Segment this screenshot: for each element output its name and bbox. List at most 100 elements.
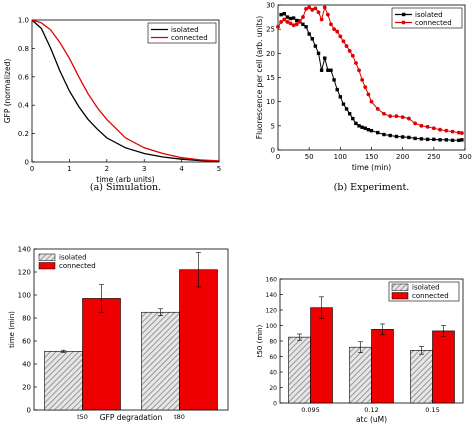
y-axis-label: Fluorescence per cell (arb. units) bbox=[255, 16, 264, 139]
data-point-connected bbox=[344, 44, 349, 48]
data-point-connected bbox=[400, 115, 405, 120]
x-tick-label: 100 bbox=[334, 153, 347, 161]
x-axis-label: GFP degradation bbox=[100, 413, 163, 422]
legend-swatch-connected bbox=[38, 262, 56, 270]
data-point-isolated bbox=[413, 136, 417, 141]
data-point-isolated bbox=[316, 51, 321, 56]
x-axis-label: time (arb units) bbox=[96, 175, 155, 184]
data-point-isolated bbox=[351, 116, 355, 121]
x-tick-label: 0 bbox=[276, 153, 280, 161]
data-point-isolated bbox=[354, 121, 358, 126]
x-tick-label: 0 bbox=[30, 165, 34, 173]
y-tick-label: 120 bbox=[266, 308, 278, 315]
data-point-isolated bbox=[366, 128, 371, 132]
legend-marker-connected bbox=[401, 20, 406, 25]
y-tick-label: 60 bbox=[269, 354, 277, 361]
bar-isolated bbox=[349, 346, 372, 404]
x-tick-label: t80 bbox=[174, 413, 185, 421]
data-point-isolated bbox=[388, 133, 392, 138]
data-point-isolated bbox=[307, 32, 311, 36]
data-point-connected bbox=[322, 5, 327, 10]
panel-c-gfp-degradation: 0 20 40 60 80 100 120 140 t50 t80 GFP degradation t… bbox=[8, 246, 229, 422]
bar-connected bbox=[371, 329, 394, 404]
data-point-connected bbox=[313, 6, 318, 11]
data-point-connected bbox=[357, 68, 361, 73]
legend-swatch-isolated bbox=[391, 283, 409, 291]
panel-d-atc: 0 20 40 60 80 100 120 140 160 0.095 0.12 0.15 atc (u… bbox=[256, 277, 464, 424]
data-point-isolated bbox=[335, 87, 339, 92]
data-point-isolated bbox=[313, 44, 318, 48]
y-tick-label: 15 bbox=[266, 74, 275, 82]
data-point-isolated bbox=[407, 135, 411, 140]
bar-connected bbox=[82, 298, 121, 411]
y-tick-label: 100 bbox=[266, 323, 278, 330]
y-axis-label: time (min) bbox=[8, 311, 16, 348]
x-tick-label: 200 bbox=[396, 153, 409, 161]
panel-caption: (b) Experiment. bbox=[334, 182, 410, 193]
data-point-isolated bbox=[285, 15, 290, 19]
y-tick-label: 0.8 bbox=[18, 45, 29, 53]
x-tick-label: 0.12 bbox=[364, 406, 378, 414]
data-point-isolated bbox=[288, 16, 293, 21]
data-point-isolated bbox=[341, 102, 346, 106]
bar-isolated bbox=[44, 351, 83, 411]
data-point-isolated bbox=[450, 138, 455, 143]
data-point-isolated bbox=[432, 137, 436, 142]
series-line-connected bbox=[277, 5, 462, 134]
x-tick-label: 50 bbox=[305, 153, 314, 161]
data-point-connected bbox=[347, 49, 352, 53]
data-point-isolated bbox=[332, 78, 336, 82]
data-point-isolated bbox=[419, 137, 424, 141]
data-point-connected bbox=[388, 114, 393, 119]
y-tick-label: 5 bbox=[271, 122, 275, 130]
x-tick-label: 150 bbox=[365, 153, 378, 161]
legend-swatch-connected bbox=[391, 292, 409, 300]
data-point-isolated bbox=[444, 138, 448, 142]
y-tick-label: 160 bbox=[266, 277, 278, 284]
data-point-isolated bbox=[360, 125, 364, 129]
data-point-connected bbox=[297, 20, 302, 24]
data-point-isolated bbox=[301, 22, 305, 27]
data-point-isolated bbox=[382, 132, 386, 137]
y-tick-label: 140 bbox=[266, 292, 278, 299]
panel-caption: (a) Simulation. bbox=[90, 182, 161, 193]
data-point-isolated bbox=[425, 137, 430, 142]
x-tick-label: 3 bbox=[142, 165, 146, 173]
x-tick-label: 0.15 bbox=[425, 406, 439, 414]
x-tick-label: 250 bbox=[427, 153, 440, 161]
data-point-connected bbox=[310, 7, 315, 12]
data-point-connected bbox=[279, 20, 284, 24]
data-point-connected bbox=[294, 22, 299, 27]
data-point-isolated bbox=[326, 68, 330, 72]
x-tick-label: 2 bbox=[105, 165, 109, 173]
legend-label-isolated: isolated bbox=[171, 26, 199, 34]
data-point-isolated bbox=[279, 12, 283, 17]
legend-label-isolated: isolated bbox=[412, 284, 440, 292]
data-point-connected bbox=[319, 17, 324, 22]
y-tick-label: 0.6 bbox=[18, 73, 30, 81]
x-axis-label: time (min) bbox=[352, 163, 391, 172]
data-point-isolated bbox=[295, 18, 299, 23]
data-point-isolated bbox=[357, 124, 361, 128]
panel-b-experiment: 0 50 100 150 200 250 300 0 5 10 15 20 25 30 time (min)… bbox=[255, 2, 472, 194]
x-tick-label: 4 bbox=[179, 165, 184, 173]
x-tick-label: 0.095 bbox=[301, 406, 320, 414]
legend-marker-isolated bbox=[402, 12, 406, 17]
y-axis-label: GFP (normalized) bbox=[3, 59, 12, 124]
y-tick-label: 0 bbox=[25, 159, 29, 167]
data-point-connected bbox=[354, 61, 358, 65]
data-point-connected bbox=[335, 29, 340, 34]
y-tick-label: 40 bbox=[269, 370, 277, 377]
data-point-isolated bbox=[460, 138, 464, 142]
x-tick-label: 5 bbox=[217, 165, 221, 173]
bar-connected bbox=[310, 307, 333, 404]
data-point-connected bbox=[304, 6, 308, 11]
data-point-connected bbox=[450, 129, 455, 134]
data-point-connected bbox=[285, 20, 290, 24]
data-point-connected bbox=[382, 111, 386, 116]
bar-connected bbox=[179, 269, 218, 411]
data-point-isolated bbox=[457, 138, 461, 143]
plot-frame-c bbox=[33, 248, 229, 411]
data-point-isolated bbox=[323, 56, 327, 60]
